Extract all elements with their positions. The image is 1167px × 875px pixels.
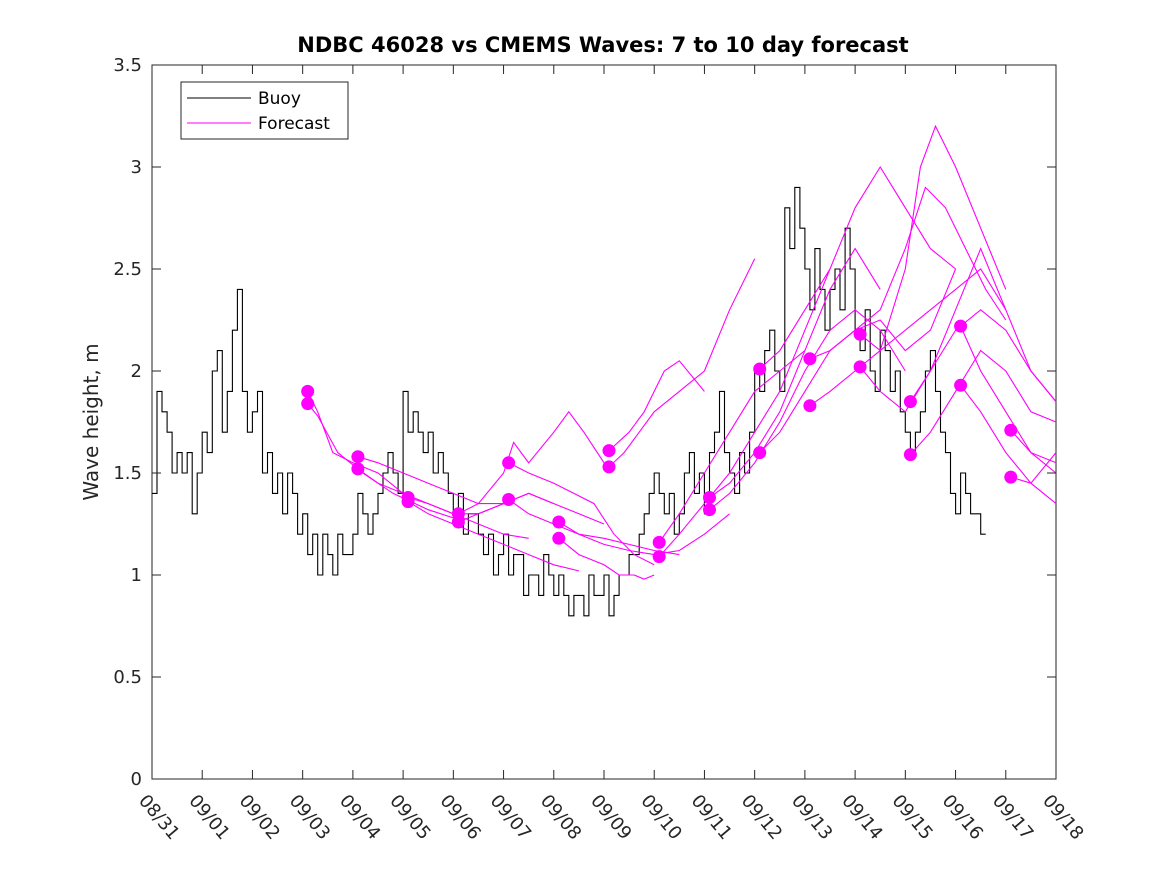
legend-label-buoy: Buoy <box>258 89 301 109</box>
forecast-start-marker-2 <box>301 397 315 411</box>
forecast-start-marker-24 <box>853 360 867 374</box>
legend-box <box>180 81 349 140</box>
forecast-start-marker-19 <box>753 362 767 376</box>
y-tick-label: 1 <box>131 565 142 586</box>
forecast-series-line-16 <box>658 268 831 557</box>
forecast-series-line-22 <box>809 268 1007 407</box>
forecast-series-line-11 <box>558 513 730 556</box>
forecast-start-marker-16 <box>652 550 666 564</box>
forecast-series-line-21 <box>809 186 1007 360</box>
forecast-series-line-7 <box>458 410 605 515</box>
legend-label-forecast: Forecast <box>258 114 330 134</box>
forecast-series-line-25 <box>909 309 1057 402</box>
forecast-start-marker-29 <box>1004 423 1018 437</box>
forecast-start-marker-27 <box>954 319 968 333</box>
forecast-series-line-27 <box>960 325 1057 474</box>
forecast-start-marker-8 <box>451 515 465 529</box>
forecast-series-line-23 <box>859 124 1007 352</box>
forecast-start-marker-23 <box>853 327 867 341</box>
forecast-series-line-19 <box>759 165 956 370</box>
forecast-series-line-28 <box>960 384 1057 505</box>
y-tick-label: 2.5 <box>113 259 142 280</box>
forecast-series-line-26 <box>909 349 1057 455</box>
forecast-series-line-29 <box>1010 429 1057 464</box>
y-tick-label: 1.5 <box>113 463 142 484</box>
forecast-start-marker-21 <box>803 352 817 366</box>
forecast-series-line-17 <box>709 247 881 498</box>
y-tick-label: 0 <box>131 769 142 790</box>
forecast-start-marker-25 <box>903 395 917 409</box>
chart-title: NDBC 46028 vs CMEMS Waves: 7 to 10 day f… <box>297 33 908 57</box>
forecast-series-line-8 <box>458 492 605 525</box>
forecast-start-marker-13 <box>602 444 616 458</box>
forecast-series-line-13 <box>608 360 705 452</box>
forecast-series-line-1 <box>307 391 404 494</box>
forecast-start-marker-10 <box>502 493 516 506</box>
forecast-start-marker-30 <box>1004 470 1018 484</box>
plot-area: 00.511.522.533.508/31 09/01 09/02 09/03 09/0… <box>113 55 1087 844</box>
forecast-series-line-15 <box>658 350 806 543</box>
y-tick-label: 3 <box>131 157 142 178</box>
forecast-start-marker-1 <box>301 384 315 398</box>
y-tick-label: 3.5 <box>113 55 142 76</box>
forecast-start-marker-17 <box>703 491 716 504</box>
forecast-start-marker-6 <box>401 495 415 509</box>
legend: Buoy Forecast <box>180 81 349 140</box>
forecast-series-line-10 <box>508 499 680 556</box>
forecast-series-line-30 <box>1010 452 1057 484</box>
y-axis-label: Wave height, m <box>79 343 103 500</box>
forecast-start-marker-15 <box>652 535 666 549</box>
forecast-series-line-12 <box>558 537 655 580</box>
series-layer <box>152 124 1057 617</box>
forecast-start-marker-11 <box>552 515 566 529</box>
forecast-start-marker-18 <box>703 503 716 517</box>
forecast-start-marker-26 <box>903 448 917 462</box>
forecast-start-marker-4 <box>351 462 365 476</box>
forecast-series-line-14 <box>608 258 756 468</box>
forecast-start-marker-28 <box>954 378 968 392</box>
forecast-start-marker-22 <box>803 399 817 413</box>
forecast-start-marker-20 <box>753 446 767 460</box>
forecast-start-marker-3 <box>351 450 365 464</box>
forecast-series-line-6 <box>407 501 580 572</box>
forecast-series-line-24 <box>859 247 1057 413</box>
forecast-start-marker-9 <box>502 456 516 470</box>
forecast-start-marker-14 <box>602 460 616 474</box>
forecast-start-marker-12 <box>552 531 566 545</box>
y-tick-label: 2 <box>131 361 142 382</box>
y-tick-label: 0.5 <box>113 667 142 688</box>
